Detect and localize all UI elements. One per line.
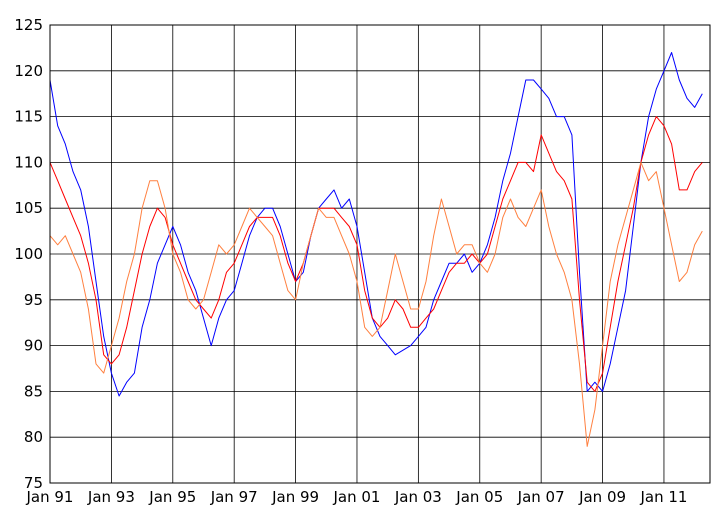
x-tick-label: Jan 11 bbox=[639, 488, 687, 506]
x-tick-label: Jan 01 bbox=[332, 488, 380, 506]
series-line-1 bbox=[49, 52, 703, 397]
y-tick-label: 105 bbox=[14, 199, 43, 217]
series-line-2 bbox=[49, 116, 703, 392]
y-tick-labels: 75 80 85 90 95 100 105 110 115 120 125 bbox=[14, 16, 43, 492]
y-tick-label: 120 bbox=[14, 62, 43, 80]
x-tick-labels: Jan 91 Jan 93 Jan 95 Jan 97 Jan 99 Jan 01 Jan … bbox=[26, 488, 688, 506]
x-tick-label: Jan 99 bbox=[271, 488, 319, 506]
x-tick-label: Jan 95 bbox=[148, 488, 196, 506]
x-tick-label: Jan 91 bbox=[26, 488, 74, 506]
series-lines bbox=[49, 52, 703, 447]
y-tick-label: 125 bbox=[14, 16, 43, 34]
x-tick-label: Jan 09 bbox=[578, 488, 626, 506]
y-tick-label: 85 bbox=[24, 382, 43, 400]
plot-frame bbox=[49, 24, 711, 484]
y-tick-label: 90 bbox=[24, 337, 43, 355]
y-tick-label: 95 bbox=[24, 291, 43, 309]
y-tick-label: 110 bbox=[14, 153, 43, 171]
x-tick-label: Jan 93 bbox=[87, 488, 135, 506]
y-tick-label: 100 bbox=[14, 245, 43, 263]
x-tick-label: Jan 03 bbox=[394, 488, 442, 506]
y-tick-label: 75 bbox=[24, 474, 43, 492]
grid-lines bbox=[49, 24, 710, 484]
y-tick-label: 80 bbox=[24, 428, 43, 446]
x-tick-label: Jan 97 bbox=[210, 488, 258, 506]
series-line-3 bbox=[49, 161, 703, 447]
y-tick-label: 115 bbox=[14, 108, 43, 126]
x-tick-label: Jan 07 bbox=[517, 488, 565, 506]
x-tick-label: Jan 05 bbox=[455, 488, 503, 506]
